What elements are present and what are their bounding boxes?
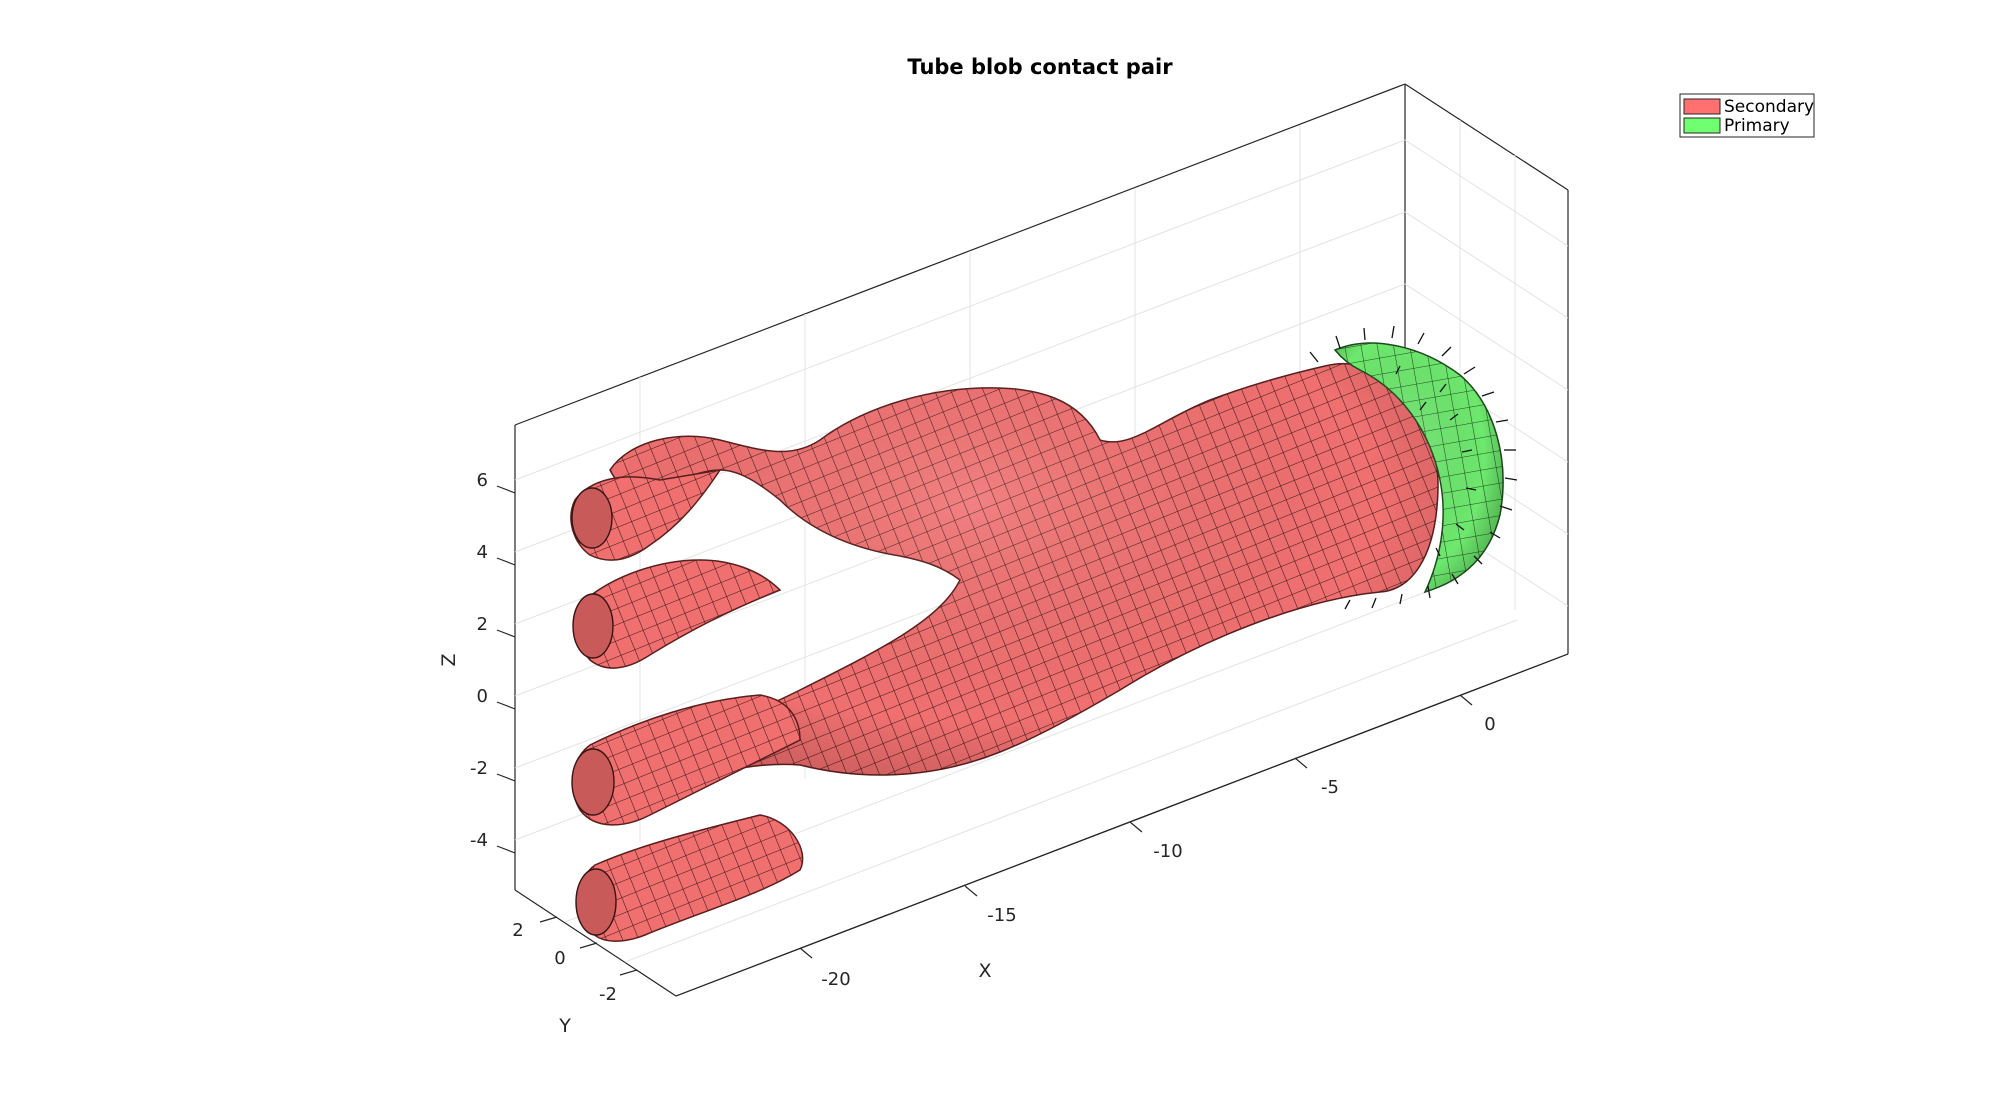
z-tick-label: -4 — [470, 830, 488, 851]
secondary-opening-3 — [571, 748, 615, 816]
secondary-opening-1 — [571, 487, 613, 549]
axes-front — [675, 653, 1569, 997]
z-tick-label: 4 — [477, 542, 488, 563]
z-axis: 6 4 2 0 -2 -4 Z — [438, 470, 516, 854]
legend-swatch-secondary — [1683, 98, 1721, 115]
legend[interactable]: Secondary Primary — [1679, 93, 1815, 138]
y-tick-label: 0 — [554, 948, 565, 969]
y-axis: 2 0 -2 Y — [512, 916, 638, 1037]
chart-title: Tube blob contact pair — [907, 55, 1173, 79]
x-tick-label: 0 — [1484, 714, 1495, 735]
legend-label-primary: Primary — [1724, 116, 1790, 136]
x-tick-label: -5 — [1321, 777, 1339, 798]
legend-swatch-primary — [1683, 117, 1721, 134]
secondary-shading — [592, 363, 1439, 821]
secondary-opening-2 — [572, 593, 614, 659]
x-tick-label: -15 — [987, 905, 1016, 926]
secondary-branch-lower-b — [578, 814, 804, 942]
z-tick-label: 0 — [477, 686, 488, 707]
x-tick-label: -20 — [821, 969, 850, 990]
primary-surface — [1333, 342, 1504, 594]
x-tick-label: -10 — [1153, 841, 1182, 862]
x-axis: -20 -15 -10 -5 0 X — [799, 694, 1496, 990]
secondary-branch-upper-b — [573, 559, 782, 669]
legend-label-secondary: Secondary — [1724, 97, 1814, 117]
z-tick-label: 2 — [477, 614, 488, 635]
secondary-branch-lower-a — [571, 694, 801, 826]
z-tick-label: -2 — [470, 758, 488, 779]
y-tick-label: 2 — [512, 920, 523, 941]
secondary-opening-4 — [575, 868, 617, 936]
y-tick-label: -2 — [599, 984, 617, 1005]
secondary-branch-upper-a — [570, 468, 722, 561]
secondary-surface — [570, 363, 1439, 942]
x-axis-label: X — [978, 960, 991, 982]
normal-vectors — [1309, 325, 1518, 610]
primary-shading — [1335, 343, 1504, 592]
z-axis-label: Z — [438, 653, 460, 666]
y-axis-label: Y — [558, 1015, 571, 1037]
z-tick-label: 6 — [477, 470, 488, 491]
